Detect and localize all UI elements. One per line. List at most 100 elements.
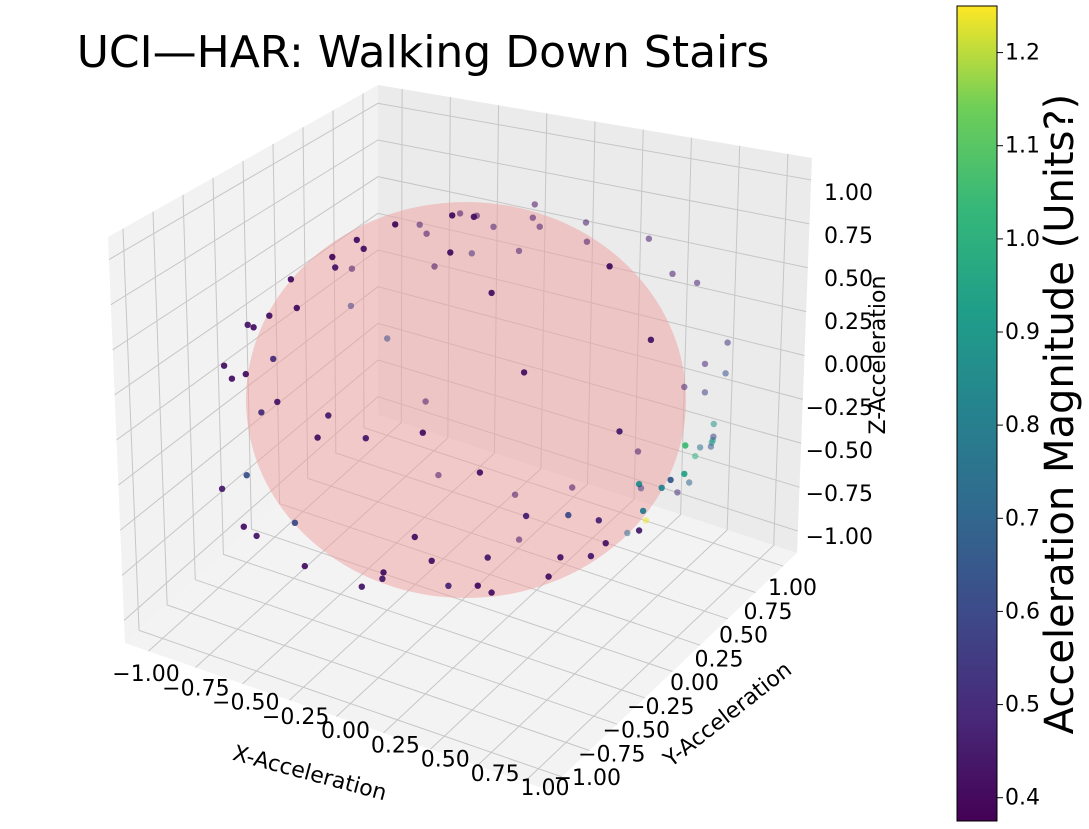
colorbar-ticks: 0.4 0.5 0.6 0.7 0.8 0.9 1.0 1.1 1.2: [997, 41, 1040, 811]
data-point: [347, 302, 355, 310]
colorbar-tick-label: 0.8: [1005, 413, 1040, 438]
data-point: [587, 552, 595, 560]
z-tick-label: 1.00: [824, 181, 873, 206]
z-tick-label: 0.25: [824, 310, 873, 335]
data-point: [332, 264, 339, 271]
colorbar-tick-label: 1.2: [1005, 41, 1040, 66]
x-axis-ticks: −1.00−0.75−0.50−0.250.000.250.500.751.00: [112, 662, 569, 801]
data-point: [515, 536, 523, 543]
data-point: [606, 263, 613, 270]
z-tick-label: −0.50: [806, 439, 873, 464]
data-point: [624, 529, 631, 537]
data-point: [682, 442, 689, 449]
gridline-z: [108, 102, 812, 260]
data-point: [228, 375, 236, 382]
data-point: [353, 236, 360, 244]
gridline-y: [182, 194, 618, 725]
gridline-x: [430, 137, 692, 750]
data-point: [447, 249, 454, 256]
data-point: [416, 221, 423, 228]
z-tick-label: 0.75: [824, 224, 873, 249]
data-point: [565, 511, 572, 519]
colorbar-tick-label: 0.9: [1005, 320, 1040, 345]
data-point: [669, 270, 676, 277]
colorbar-tick-label: 0.6: [1005, 599, 1040, 624]
data-point: [301, 562, 308, 570]
colorbar-tick-label: 0.5: [1005, 693, 1040, 718]
y-tick-label: 0.75: [744, 600, 793, 625]
x-tick-label: 0.75: [471, 762, 520, 787]
data-point: [329, 253, 336, 261]
data-point: [515, 247, 523, 255]
colorbar-tick-label: 0.7: [1005, 506, 1040, 531]
gridline-y: [152, 211, 590, 751]
data-point: [488, 589, 495, 596]
data-point: [423, 230, 430, 237]
z-axis-ticks: −1.00 −0.75 −0.50 −0.25 0.00 0.25 0.50 0.75 1.00: [806, 181, 873, 550]
x-tick-label: 1.00: [521, 776, 570, 801]
data-point: [242, 370, 249, 378]
colorbar-tick-label: 0.4: [1005, 786, 1040, 811]
data-point: [380, 569, 387, 576]
x-tick-label: −0.50: [212, 691, 279, 716]
data-point: [674, 489, 681, 496]
z-tick-label: −1.00: [806, 525, 873, 550]
data-point: [710, 420, 717, 428]
data-point: [422, 398, 429, 405]
y-tick-label: −0.25: [627, 695, 694, 720]
data-point: [488, 289, 495, 297]
data-point: [470, 213, 478, 220]
data-point: [511, 491, 519, 498]
data-point: [445, 582, 452, 589]
data-point: [710, 433, 717, 440]
x-tick-label: −0.75: [162, 676, 229, 701]
data-point: [681, 383, 688, 391]
y-axis-ticks: −1.00−0.75−0.50−0.250.000.250.500.751.00: [554, 576, 817, 791]
y-tick-label: −0.75: [578, 742, 645, 767]
data-point: [490, 223, 497, 230]
unit-sphere-surface: [246, 202, 686, 598]
gridline-y: [122, 228, 562, 778]
data-point: [392, 221, 399, 228]
data-point: [595, 517, 602, 524]
data-point: [634, 448, 642, 455]
colorbar-label: Acceleration Magnitude (Units?): [1037, 94, 1083, 735]
data-point: [218, 485, 226, 492]
y-tick-label: −0.50: [603, 719, 670, 744]
data-point: [647, 336, 655, 343]
back-left-pane: [108, 85, 378, 643]
data-point: [724, 339, 731, 346]
y-tick-label: 0.00: [670, 671, 719, 696]
data-point: [583, 238, 591, 245]
data-point: [484, 554, 491, 561]
gridline-z: [110, 139, 810, 306]
data-point: [707, 443, 715, 450]
data-point: [270, 355, 277, 363]
z-tick-label: −0.25: [806, 396, 873, 421]
data-point: [358, 583, 365, 590]
data-point: [722, 370, 729, 377]
data-point: [314, 434, 321, 441]
colorbar-gradient: [956, 5, 998, 822]
gridline-z: [114, 212, 807, 396]
data-point: [220, 362, 228, 369]
data-point: [266, 312, 273, 319]
data-point: [456, 210, 464, 217]
data-point: [449, 212, 456, 219]
y-tick-label: 1.00: [768, 576, 817, 601]
data-point: [602, 540, 609, 547]
data-point: [642, 517, 650, 524]
colorbar: 0.4 0.5 0.6 0.7 0.8 0.9 1.0 1.1 1.2 Acceleration…: [956, 5, 1083, 822]
data-point: [287, 276, 295, 283]
data-point: [616, 428, 623, 435]
data-point: [667, 476, 674, 484]
data-point: [253, 532, 260, 540]
gridline-x: [477, 145, 741, 766]
data-point: [348, 265, 356, 272]
colorbar-tick-label: 1.0: [1005, 227, 1040, 252]
data-point: [250, 324, 257, 331]
data-point: [379, 575, 386, 582]
data-point: [360, 245, 367, 252]
chart-title: UCI—HAR: Walking Down Stairs: [77, 27, 770, 78]
